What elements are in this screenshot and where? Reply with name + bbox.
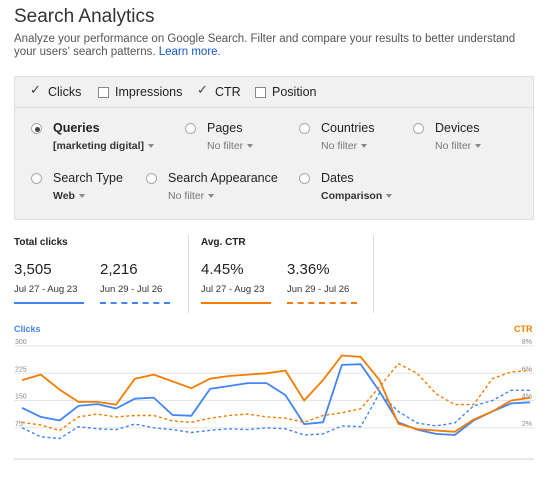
checkbox-checked-icon xyxy=(197,83,209,98)
filter-value[interactable]: No filter xyxy=(207,140,254,152)
filter-panel: Clicks Impressions CTR Position Queries … xyxy=(14,76,534,220)
filter-value[interactable]: No filter xyxy=(168,190,215,202)
filter-value[interactable]: No filter xyxy=(435,140,482,152)
filter-label: Devices xyxy=(435,121,480,135)
metric-label: Clicks xyxy=(48,85,82,99)
total-clicks-label: Total clicks xyxy=(14,237,68,248)
chevron-down-icon xyxy=(361,144,368,149)
metric-label: CTR xyxy=(215,85,241,99)
filter-value[interactable]: Web xyxy=(53,190,85,202)
left-tick-label: 75 xyxy=(15,421,23,428)
ctr-previous-series-line xyxy=(21,363,531,432)
avg-ctr-label: Avg. CTR xyxy=(201,237,246,248)
metric-position-checkbox[interactable]: Position xyxy=(255,85,316,99)
clicks-current-legend-line xyxy=(14,302,84,304)
page-description: Analyze your performance on Google Searc… xyxy=(14,33,534,59)
chart-right-axis-label: CTR xyxy=(514,324,533,334)
filter-value[interactable]: Comparison xyxy=(321,190,393,202)
chevron-down-icon xyxy=(386,194,393,199)
chevron-down-icon xyxy=(247,144,254,149)
metric-ctr-checkbox[interactable]: CTR xyxy=(197,83,241,100)
chevron-down-icon xyxy=(475,144,482,149)
clicks-previous-range: Jun 29 - Jul 26 xyxy=(100,284,163,295)
metric-label: Position xyxy=(272,85,317,99)
filter-label: Search Type xyxy=(53,171,123,185)
ctr-current-value: 4.45% xyxy=(201,261,244,278)
ctr-current-legend-line xyxy=(201,302,271,304)
radio-unselected-icon xyxy=(146,173,157,184)
filter-label: Countries xyxy=(321,121,375,135)
radio-unselected-icon xyxy=(413,123,424,134)
checkbox-unchecked-icon xyxy=(98,86,109,98)
left-tick-label: 150 xyxy=(15,394,27,401)
left-tick-label: 225 xyxy=(15,366,27,373)
right-tick-label: 4% xyxy=(522,394,532,401)
radio-unselected-icon xyxy=(185,123,196,134)
ctr-current-range: Jul 27 - Aug 23 xyxy=(201,284,265,295)
checkbox-checked-icon xyxy=(30,83,42,98)
right-tick-label: 8% xyxy=(522,339,532,346)
page-title: Search Analytics xyxy=(14,6,155,27)
clicks-current-range: Jul 27 - Aug 23 xyxy=(14,284,78,295)
clicks-current-series-line xyxy=(21,363,531,436)
metric-selector: Clicks Impressions CTR Position xyxy=(15,77,533,108)
chevron-down-icon xyxy=(208,194,215,199)
left-tick-label: 300 xyxy=(15,339,27,346)
metric-label: Impressions xyxy=(115,85,183,99)
learn-more-link[interactable]: Learn more. xyxy=(158,46,221,58)
filter-label: Search Appearance xyxy=(168,171,278,185)
chevron-down-icon xyxy=(148,144,155,149)
metric-clicks-checkbox[interactable]: Clicks xyxy=(30,83,82,100)
chart-left-axis-label: Clicks xyxy=(14,324,41,334)
ctr-previous-legend-line xyxy=(287,302,357,304)
ctr-previous-value: 3.36% xyxy=(287,261,330,278)
radio-unselected-icon xyxy=(299,173,310,184)
radio-unselected-icon xyxy=(299,123,310,134)
clicks-previous-value: 2,216 xyxy=(100,261,138,278)
filter-label: Queries xyxy=(53,121,100,135)
divider xyxy=(188,235,189,313)
divider xyxy=(373,235,374,313)
right-tick-label: 2% xyxy=(522,421,532,428)
chevron-down-icon xyxy=(78,194,85,199)
filter-label: Dates xyxy=(321,171,354,185)
filter-label: Pages xyxy=(207,121,243,135)
filter-value[interactable]: No filter xyxy=(321,140,368,152)
clicks-previous-series-line xyxy=(21,389,530,440)
checkbox-unchecked-icon xyxy=(255,86,266,98)
description-text: Analyze your performance on Google Searc… xyxy=(14,33,516,58)
metric-impressions-checkbox[interactable]: Impressions xyxy=(98,85,182,99)
clicks-current-value: 3,505 xyxy=(14,261,52,278)
radio-unselected-icon xyxy=(31,173,42,184)
ctr-current-series-line xyxy=(21,354,531,433)
ctr-previous-range: Jun 29 - Jul 26 xyxy=(287,284,350,295)
clicks-previous-legend-line xyxy=(100,302,170,304)
right-tick-label: 6% xyxy=(522,366,532,373)
filter-value[interactable]: [marketing digital] xyxy=(53,140,155,152)
radio-selected-icon xyxy=(31,123,42,134)
